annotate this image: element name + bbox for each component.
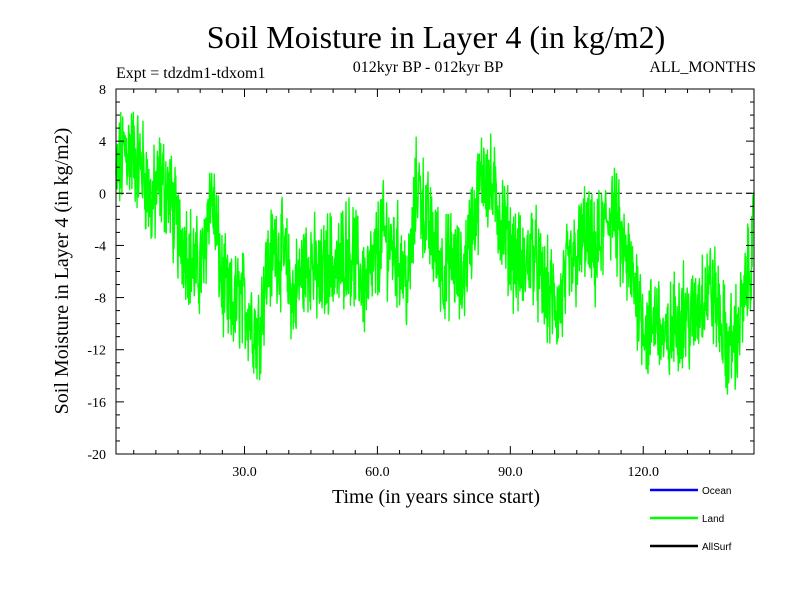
y-tick-label: -20	[87, 448, 106, 463]
y-tick-label: -16	[87, 396, 106, 411]
x-tick-label: 90.0	[498, 465, 523, 480]
legend-label-allsurf: AllSurf	[702, 542, 732, 553]
period-label: 012kyr BP - 012kyr BP	[353, 59, 504, 76]
months-label: ALL_MONTHS	[649, 59, 756, 76]
x-tick-label: 120.0	[627, 465, 659, 480]
experiment-label: Expt = tdzdm1-tdxom1	[116, 65, 265, 82]
legend-label-land: Land	[702, 514, 724, 525]
legend-label-ocean: Ocean	[702, 486, 731, 497]
axes: 8 4 0 -4 -8 -12 -16 -20 30.0 60.0 90.0 120.0	[87, 83, 754, 480]
series-line-land	[115, 111, 755, 395]
y-tick-label: -8	[94, 292, 106, 307]
x-tick-label: 30.0	[232, 465, 257, 480]
x-axis-label: Time (in years since start)	[332, 486, 540, 508]
chart-title: Soil Moisture in Layer 4 (in kg/m2)	[207, 19, 666, 55]
y-tick-label: 8	[99, 83, 106, 98]
y-axis-label: Soil Moisture in Layer 4 (in kg/m2)	[51, 128, 73, 415]
plot-area	[115, 111, 755, 395]
y-tick-label: 0	[99, 187, 106, 202]
y-tick-label: -4	[94, 239, 106, 254]
y-tick-label: 4	[99, 135, 106, 150]
y-tick-label: -12	[87, 344, 106, 359]
legend: Ocean Land AllSurf	[650, 486, 732, 553]
x-tick-label: 60.0	[365, 465, 390, 480]
